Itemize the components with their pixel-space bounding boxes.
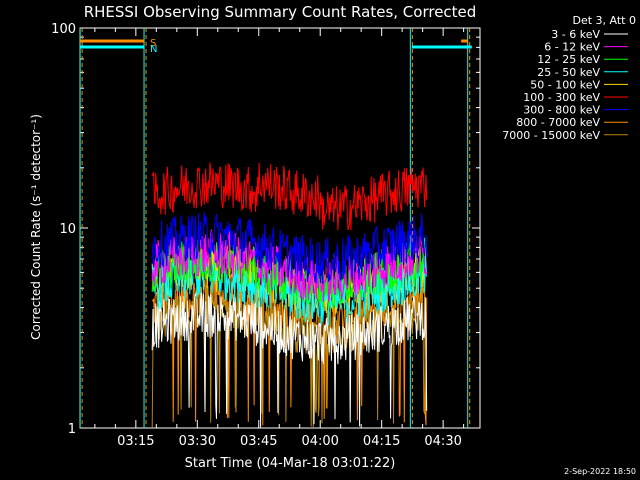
y-tick-label: 100 [51,22,76,37]
x-tick-label: 03:15 [117,434,154,449]
plot-area: 1 10 100 03:15 03:30 03:45 04:00 04:15 04:30 SN [51,22,481,449]
timestamp: 2-Sep-2022 18:50 [564,467,636,476]
legend-header: Det 3, Att 0 [573,14,637,27]
flag-label: S [150,38,156,49]
x-tick-label: 03:30 [179,434,216,449]
series-line [151,292,428,428]
legend-entry-label: 300 - 800 keV [523,104,600,117]
legend-entry-label: 25 - 50 keV [537,66,600,79]
x-tick-label: 04:30 [424,434,461,449]
legend-entry-label: 800 - 7000 keV [516,116,600,129]
legend-entry-label: 50 - 100 keV [530,78,600,91]
y-axis-label: Corrected Count Rate (s⁻¹ detector⁻¹) [29,114,43,340]
series-line [151,162,428,231]
x-tick-label: 03:45 [240,434,277,449]
y-tick-label: 1 [68,422,76,437]
x-tick-label: 04:00 [301,434,338,449]
legend-entry-label: 6 - 12 keV [544,41,600,54]
chart-title: RHESSI Observing Summary Count Rates, Co… [84,3,477,21]
legend-entry-label: 12 - 25 keV [537,53,600,66]
flag-label: N [150,44,157,55]
x-axis-label: Start Time (04-Mar-18 03:01:22) [185,456,396,471]
legend-entry-label: 7000 - 15000 keV [502,129,600,142]
x-tick-label: 04:15 [363,434,400,449]
y-tick-label: 10 [59,222,76,237]
legend-entry-label: 3 - 6 keV [551,28,600,41]
series-line [151,211,428,285]
legend-entry-label: 100 - 300 keV [523,91,600,104]
